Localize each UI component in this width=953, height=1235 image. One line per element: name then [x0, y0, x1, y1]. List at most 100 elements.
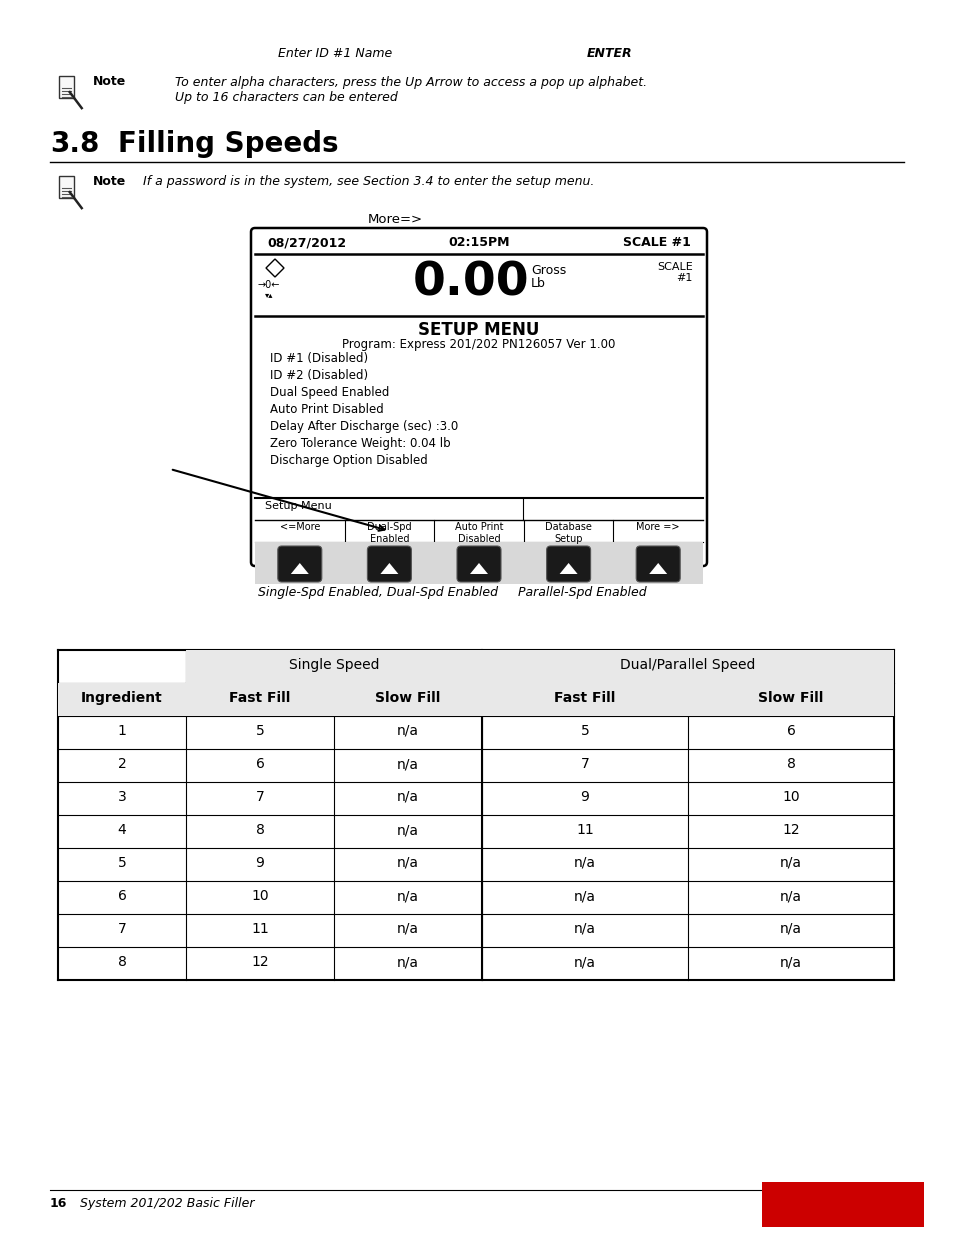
Text: Lb: Lb: [531, 277, 545, 290]
Polygon shape: [291, 563, 309, 574]
Text: n/a: n/a: [574, 856, 596, 869]
Text: n/a: n/a: [396, 955, 418, 969]
Text: 10: 10: [251, 889, 269, 903]
Bar: [58, 683, 186, 716]
Text: 12: 12: [251, 955, 269, 969]
Text: Note: Note: [92, 75, 126, 88]
Text: 5: 5: [117, 856, 126, 869]
Bar: [186, 650, 481, 683]
Text: n/a: n/a: [396, 889, 418, 903]
Text: 8: 8: [255, 823, 264, 837]
Text: n/a: n/a: [396, 790, 418, 804]
Text: Database
Setup: Database Setup: [544, 522, 592, 543]
Polygon shape: [380, 563, 398, 574]
Text: n/a: n/a: [780, 923, 801, 936]
Text: Dual-Spd
Enabled: Dual-Spd Enabled: [367, 522, 412, 543]
Text: Fast Fill: Fast Fill: [554, 692, 615, 705]
Text: n/a: n/a: [574, 955, 596, 969]
Text: 6: 6: [255, 757, 264, 771]
Bar: [334, 683, 481, 716]
Bar: [59, 77, 73, 98]
Bar: [686, 650, 688, 683]
Text: 5: 5: [580, 724, 589, 739]
Bar: [186, 683, 334, 716]
Text: Filling Speeds: Filling Speeds: [118, 130, 338, 158]
Text: #1: #1: [676, 273, 692, 283]
Text: 1: 1: [117, 724, 127, 739]
Text: Delay After Discharge (sec) :3.0: Delay After Discharge (sec) :3.0: [270, 420, 457, 433]
Text: 02:15PM: 02:15PM: [448, 236, 509, 249]
Text: ENTER: ENTER: [587, 47, 632, 61]
Bar: [481, 683, 687, 716]
Text: <=More: <=More: [279, 522, 319, 532]
FancyBboxPatch shape: [367, 546, 411, 582]
Text: n/a: n/a: [396, 823, 418, 837]
FancyBboxPatch shape: [546, 546, 590, 582]
Text: Slow Fill: Slow Fill: [375, 692, 440, 705]
Text: n/a: n/a: [396, 923, 418, 936]
Text: System 201/202 Basic Filler: System 201/202 Basic Filler: [80, 1197, 254, 1210]
Text: SCALE: SCALE: [657, 262, 692, 272]
Text: WEIGHING SYSTEMS: WEIGHING SYSTEMS: [786, 1207, 898, 1216]
Text: n/a: n/a: [396, 856, 418, 869]
FancyBboxPatch shape: [456, 546, 500, 582]
Text: To enter alpha characters, press the Up Arrow to access a pop up alphabet.: To enter alpha characters, press the Up …: [174, 77, 646, 89]
Text: Enter ID #1 Name: Enter ID #1 Name: [277, 47, 392, 61]
Text: 7: 7: [580, 757, 589, 771]
Text: n/a: n/a: [574, 889, 596, 903]
Polygon shape: [266, 259, 284, 277]
Text: 6: 6: [785, 724, 795, 739]
Text: n/a: n/a: [780, 955, 801, 969]
Text: n/a: n/a: [780, 856, 801, 869]
Text: Setup Menu: Setup Menu: [265, 501, 332, 511]
Text: Dual Speed Enabled: Dual Speed Enabled: [270, 387, 389, 399]
Text: More =>: More =>: [636, 522, 679, 532]
Text: 11: 11: [576, 823, 594, 837]
Polygon shape: [649, 563, 666, 574]
Text: 9: 9: [255, 856, 264, 869]
Text: 4: 4: [117, 823, 126, 837]
FancyBboxPatch shape: [251, 228, 706, 566]
Polygon shape: [559, 563, 577, 574]
Text: If a password is in the system, see Section 3.4 to enter the setup menu.: If a password is in the system, see Sect…: [143, 175, 594, 188]
Text: 10: 10: [781, 790, 799, 804]
Bar: [254, 542, 702, 584]
Text: Single Speed: Single Speed: [289, 658, 379, 672]
Text: 9: 9: [580, 790, 589, 804]
Text: →0←: →0←: [257, 280, 280, 290]
Text: 11: 11: [251, 923, 269, 936]
Text: SETUP MENU: SETUP MENU: [417, 321, 539, 338]
Text: ID #2 (Disabled): ID #2 (Disabled): [270, 369, 368, 382]
Text: ID #1 (Disabled): ID #1 (Disabled): [270, 352, 368, 366]
Bar: [59, 177, 73, 198]
Text: Ingredient: Ingredient: [81, 692, 163, 705]
Text: Zero Tolerance Weight: 0.04 lb: Zero Tolerance Weight: 0.04 lb: [270, 437, 450, 450]
Text: RICE LAKE: RICE LAKE: [799, 1191, 886, 1205]
Text: 0.00: 0.00: [413, 261, 529, 305]
Text: Auto Print
Disabled: Auto Print Disabled: [455, 522, 503, 543]
Text: 7: 7: [117, 923, 126, 936]
Text: n/a: n/a: [396, 757, 418, 771]
Text: 6: 6: [117, 889, 127, 903]
Text: 2: 2: [117, 757, 126, 771]
Text: ▾▴: ▾▴: [265, 290, 274, 299]
Text: Single-Spd Enabled, Dual-Spd Enabled     Parallel-Spd Enabled: Single-Spd Enabled, Dual-Spd Enabled Par…: [257, 585, 646, 599]
Text: 16: 16: [50, 1197, 68, 1210]
Text: 8: 8: [785, 757, 795, 771]
Bar: [481, 650, 893, 683]
Text: 8: 8: [117, 955, 127, 969]
Text: Discharge Option Disabled: Discharge Option Disabled: [270, 454, 427, 467]
Text: n/a: n/a: [396, 724, 418, 739]
Text: Fast Fill: Fast Fill: [229, 692, 291, 705]
Text: 12: 12: [781, 823, 799, 837]
Bar: [333, 650, 335, 683]
Text: Dual/Parallel Speed: Dual/Parallel Speed: [619, 658, 755, 672]
Text: 3.8: 3.8: [50, 130, 99, 158]
Text: 7: 7: [255, 790, 264, 804]
Text: 08/27/2012: 08/27/2012: [267, 236, 346, 249]
Text: n/a: n/a: [574, 923, 596, 936]
FancyBboxPatch shape: [636, 546, 679, 582]
Text: Note: Note: [92, 175, 126, 188]
FancyBboxPatch shape: [277, 546, 321, 582]
Bar: [761, 1182, 923, 1228]
